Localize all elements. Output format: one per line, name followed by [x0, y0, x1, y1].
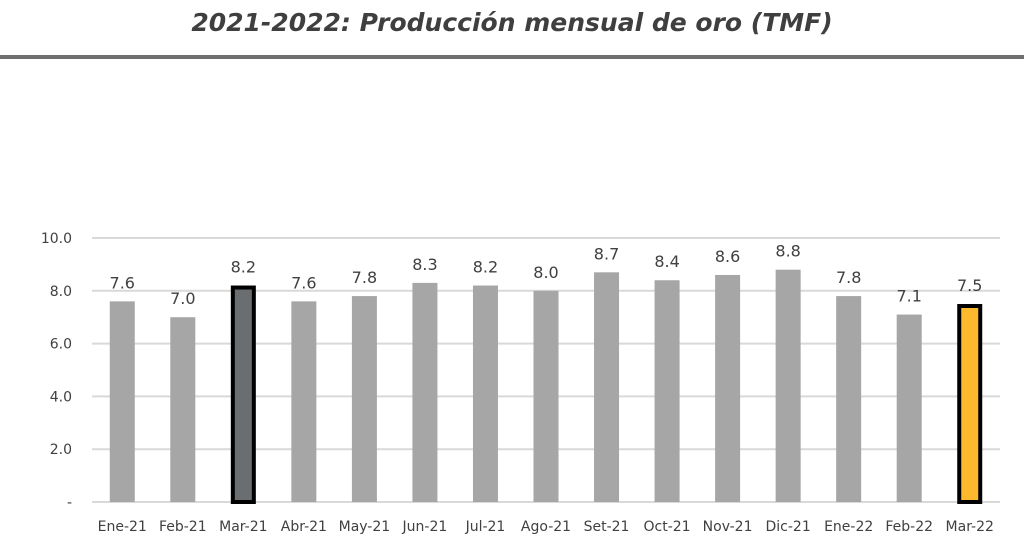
data-label: 7.0 [170, 289, 195, 308]
x-tick-label: May-21 [339, 519, 391, 535]
data-label: 7.8 [836, 268, 861, 287]
data-label: 8.7 [594, 244, 619, 263]
bar [170, 317, 196, 502]
data-label: 7.8 [352, 268, 377, 287]
x-tick-label: Dic-21 [766, 519, 811, 535]
data-label: 7.6 [291, 273, 316, 292]
x-tick-label: Mar-21 [219, 519, 267, 535]
x-tick-label: Jul-21 [465, 519, 506, 535]
chart-title: 2021-2022: Producción mensual de oro (TM… [191, 8, 833, 37]
x-tick-label: Feb-21 [159, 519, 207, 535]
bar [594, 272, 620, 502]
bar [896, 314, 922, 502]
x-tick-label: Oct-21 [644, 519, 691, 535]
bar [472, 285, 498, 502]
bar [412, 282, 438, 502]
data-label: 8.0 [533, 263, 558, 282]
data-label: 7.5 [957, 276, 982, 295]
data-label: 8.2 [231, 258, 256, 277]
y-tick-label: 6.0 [50, 337, 72, 353]
x-tick-label: Abr-21 [281, 519, 327, 535]
bar [533, 290, 559, 502]
data-label: 8.2 [473, 258, 498, 277]
x-tick-label: Set-21 [584, 519, 630, 535]
bar [291, 301, 317, 502]
y-tick-label: 4.0 [50, 389, 72, 405]
bar [351, 296, 377, 502]
x-tick-label: Ene-21 [98, 519, 147, 535]
data-label: 7.1 [896, 287, 921, 306]
data-label: 8.3 [412, 255, 437, 274]
x-tick-label: Mar-22 [946, 519, 994, 535]
bar [836, 296, 862, 502]
bar [654, 280, 680, 502]
x-tick-label: Jun-21 [402, 519, 448, 535]
bar [957, 304, 983, 504]
x-tick-label: Feb-22 [885, 519, 933, 535]
y-tick-label: 8.0 [50, 284, 72, 300]
bar [775, 269, 801, 502]
bar [230, 285, 256, 504]
x-tick-label: Ene-22 [824, 519, 873, 535]
y-tick-label: 2.0 [50, 442, 72, 458]
y-tick-label: - [67, 495, 72, 511]
data-label: 8.8 [775, 242, 800, 261]
data-label: 8.6 [715, 247, 740, 266]
bar [715, 274, 741, 502]
y-tick-label: 10.0 [41, 231, 72, 247]
data-label: 8.4 [654, 252, 679, 271]
bar [109, 301, 135, 502]
data-label: 7.6 [110, 273, 135, 292]
x-tick-label: Nov-21 [703, 519, 753, 535]
title-divider [0, 55, 1024, 59]
x-tick-label: Ago-21 [521, 519, 571, 535]
